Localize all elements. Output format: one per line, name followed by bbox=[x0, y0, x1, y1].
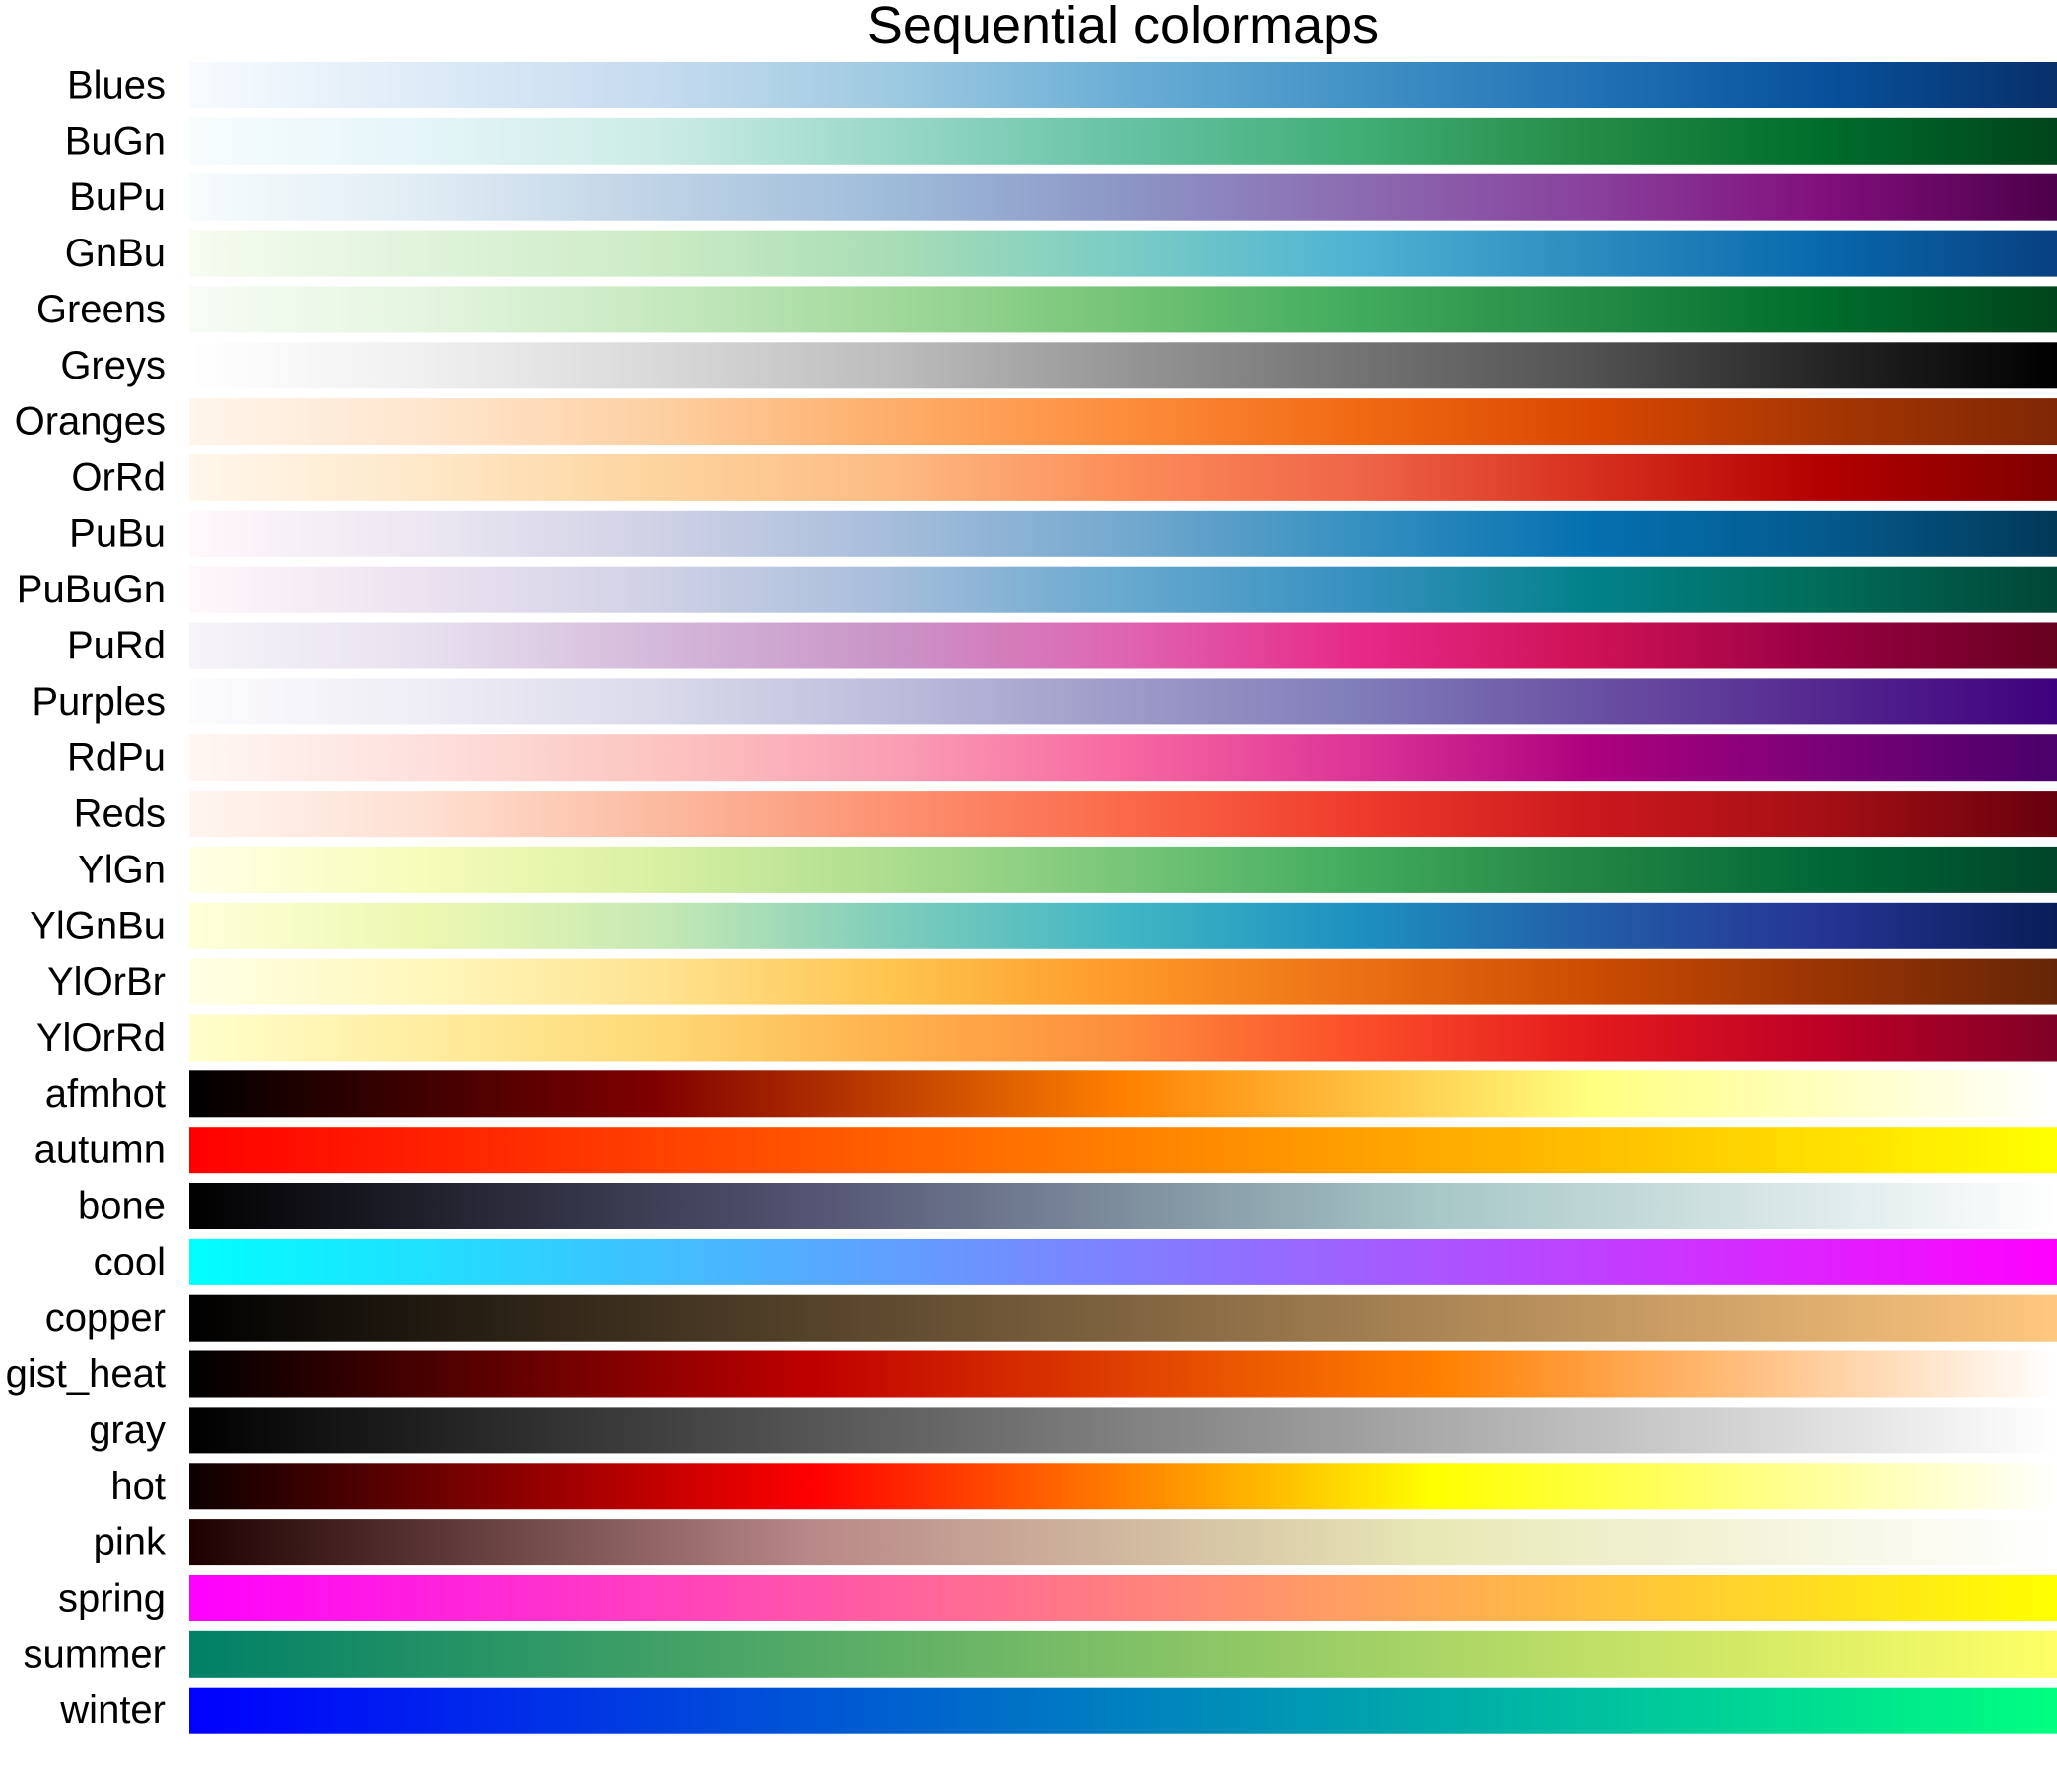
colormap-bar-copper bbox=[189, 1294, 2057, 1342]
colormap-label-purples: Purples bbox=[32, 680, 166, 724]
colormap-bar-pink bbox=[189, 1519, 2057, 1566]
colormap-bar-ylgn bbox=[189, 846, 2057, 893]
colormap-label-pubugn: PuBuGn bbox=[17, 568, 166, 611]
colormap-label-ylorrd: YlOrRd bbox=[36, 1016, 166, 1060]
colormap-label-cool: cool bbox=[94, 1240, 166, 1283]
colormap-label-copper: copper bbox=[45, 1296, 166, 1340]
colormap-bar-spring bbox=[189, 1575, 2057, 1621]
colormap-bar-gnbu bbox=[189, 230, 2057, 277]
colormap-bar-bugn bbox=[189, 117, 2057, 165]
colormap-bar-ylorrd bbox=[189, 1014, 2057, 1062]
colormap-bar-orrd bbox=[189, 453, 2057, 501]
colormap-bar-oranges bbox=[189, 398, 2057, 446]
colormap-bar-autumn bbox=[189, 1127, 2057, 1174]
colormap-label-orrd: OrRd bbox=[71, 455, 166, 499]
colormap-label-bupu: BuPu bbox=[69, 175, 166, 219]
colormap-label-winter: winter bbox=[59, 1689, 166, 1732]
colormap-bar-winter bbox=[189, 1687, 2057, 1734]
colormap-label-reds: Reds bbox=[74, 793, 166, 836]
colormap-label-summer: summer bbox=[24, 1632, 166, 1676]
colormap-bar-pubu bbox=[189, 510, 2057, 557]
colormap-label-ylorbr: YlOrBr bbox=[47, 960, 166, 1003]
colormap-bar-summer bbox=[189, 1630, 2057, 1678]
colormap-label-afmhot: afmhot bbox=[45, 1072, 166, 1116]
colormap-label-hot: hot bbox=[110, 1465, 166, 1508]
colormap-label-ylgnbu: YlGnBu bbox=[30, 904, 166, 947]
colormap-bar-purples bbox=[189, 678, 2057, 725]
colormap-bar-bone bbox=[189, 1183, 2057, 1229]
colormap-label-greys: Greys bbox=[60, 344, 166, 387]
colormap-bar-greys bbox=[189, 342, 2057, 389]
colormap-bar-afmhot bbox=[189, 1070, 2057, 1118]
colormap-label-bugn: BuGn bbox=[65, 119, 166, 163]
colormap-label-purd: PuRd bbox=[67, 624, 166, 667]
colormap-label-spring: spring bbox=[58, 1577, 166, 1620]
colormap-bar-blues bbox=[189, 62, 2057, 108]
colormap-bar-rdpu bbox=[189, 734, 2057, 782]
colormap-bar-purd bbox=[189, 622, 2057, 669]
colormap-label-gist-heat: gist_heat bbox=[6, 1352, 166, 1396]
colormap-bar-greens bbox=[189, 286, 2057, 333]
colormap-bar-cool bbox=[189, 1238, 2057, 1285]
colormap-bar-ylgnbu bbox=[189, 902, 2057, 949]
colormap-label-ylgn: YlGn bbox=[78, 848, 166, 891]
colormap-bar-pubugn bbox=[189, 566, 2057, 613]
colormap-label-blues: Blues bbox=[67, 64, 166, 107]
colormap-bar-ylorbr bbox=[189, 958, 2057, 1005]
colormap-label-pubu: PuBu bbox=[69, 512, 166, 555]
colormap-label-gray: gray bbox=[89, 1409, 166, 1452]
colormap-label-greens: Greens bbox=[36, 288, 166, 331]
colormap-bar-gist-heat bbox=[189, 1350, 2057, 1398]
colormap-label-pink: pink bbox=[94, 1521, 167, 1564]
colormap-bar-reds bbox=[189, 791, 2057, 838]
colormap-bar-bupu bbox=[189, 173, 2057, 221]
colormap-label-gnbu: GnBu bbox=[65, 232, 166, 275]
colormap-bar-gray bbox=[189, 1407, 2057, 1454]
chart-title: Sequential colormaps bbox=[866, 0, 1380, 55]
colormap-label-autumn: autumn bbox=[34, 1129, 166, 1172]
colormap-bar-hot bbox=[189, 1463, 2057, 1510]
colormap-label-rdpu: RdPu bbox=[67, 736, 166, 780]
colormap-label-oranges: Oranges bbox=[15, 400, 166, 444]
colormap-label-bone: bone bbox=[78, 1185, 166, 1228]
